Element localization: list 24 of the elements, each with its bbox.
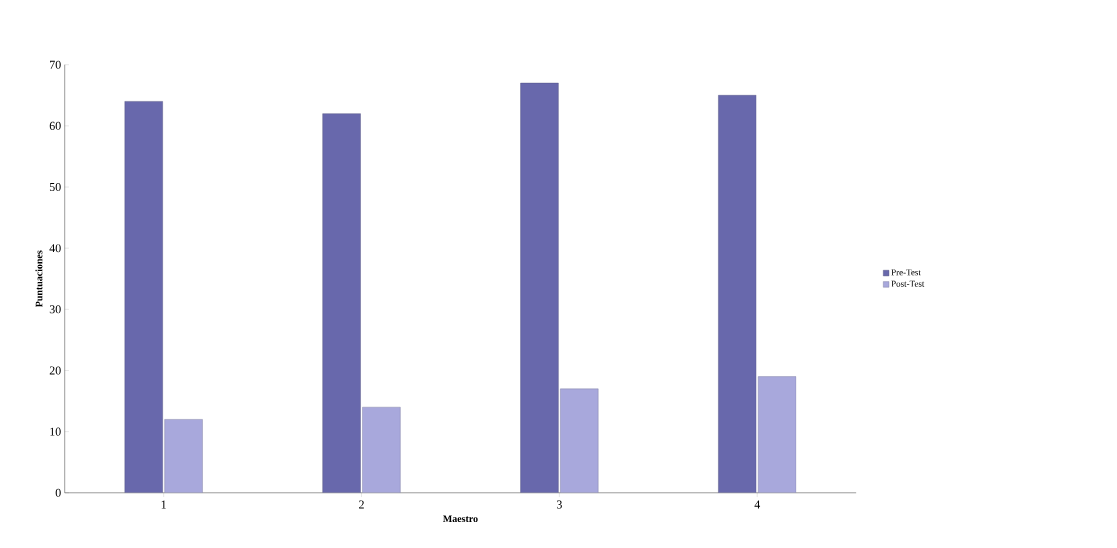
y-tick-label: 50 (49, 183, 61, 192)
x-tick-label: 3 (556, 500, 562, 509)
bar (164, 419, 203, 494)
bar (758, 376, 797, 494)
y-axis-title: Puntuaciones (35, 250, 43, 308)
bar (718, 95, 757, 494)
legend-label: Pre-Test (891, 269, 921, 276)
y-tick-label: 60 (49, 122, 61, 131)
y-tick-label: 10 (50, 427, 61, 436)
x-tick-label: 2 (359, 500, 364, 509)
legend-label: Post-Test (891, 280, 925, 287)
bar (520, 83, 559, 494)
bar (362, 407, 401, 494)
y-tick-label: 40 (49, 244, 61, 253)
x-tick-label: 1 (161, 500, 166, 509)
bar (322, 113, 361, 494)
x-axis-title: Maestro (443, 515, 478, 523)
y-tick-label: 20 (49, 366, 61, 375)
x-tick-label: 4 (754, 500, 761, 509)
y-tick-label: 70 (50, 60, 61, 69)
y-tick-label: 0 (55, 488, 61, 498)
bar (124, 101, 163, 494)
y-tick-label: 30 (49, 305, 61, 314)
bar (560, 388, 599, 494)
